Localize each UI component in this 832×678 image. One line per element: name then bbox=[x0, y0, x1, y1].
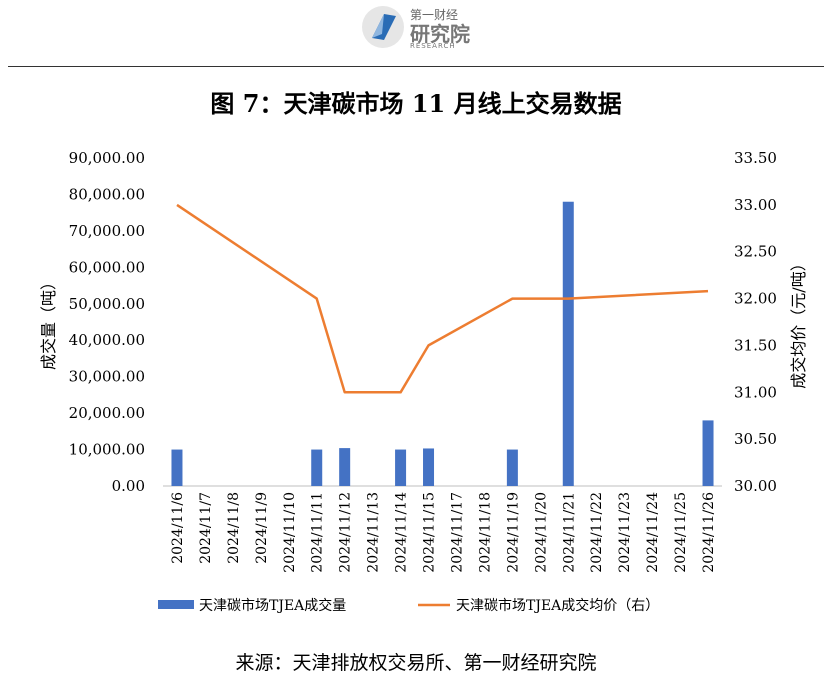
volume-bar bbox=[171, 449, 183, 486]
left-tick-label: 0.00 bbox=[112, 477, 145, 495]
legend-bar-swatch bbox=[158, 600, 194, 609]
right-tick-label: 33.00 bbox=[734, 196, 777, 214]
left-tick-label: 60,000.00 bbox=[69, 258, 145, 276]
x-tick-label: 2024/11/13 bbox=[366, 492, 382, 573]
left-axis-label: 成交量（吨） bbox=[39, 274, 58, 370]
left-tick-label: 40,000.00 bbox=[69, 331, 145, 349]
x-tick-label: 2024/11/8 bbox=[226, 492, 242, 564]
volume-bar bbox=[395, 449, 407, 486]
x-tick-label: 2024/11/22 bbox=[589, 492, 605, 573]
right-tick-label: 33.50 bbox=[734, 149, 777, 167]
x-tick-label: 2024/11/10 bbox=[282, 492, 298, 573]
x-tick-label: 2024/11/25 bbox=[673, 492, 689, 573]
left-tick-label: 80,000.00 bbox=[69, 185, 145, 203]
x-tick-label: 2024/11/7 bbox=[198, 492, 214, 564]
right-tick-label: 32.00 bbox=[734, 290, 777, 308]
volume-bar bbox=[702, 420, 714, 486]
x-tick-label: 2024/11/20 bbox=[533, 492, 549, 573]
volume-bar bbox=[506, 449, 518, 486]
x-tick-label: 2024/11/9 bbox=[254, 492, 270, 564]
left-tick-label: 70,000.00 bbox=[69, 222, 145, 240]
logo-top-text: 第一财经 bbox=[410, 8, 459, 22]
volume-bar bbox=[423, 448, 435, 486]
right-tick-label: 32.50 bbox=[734, 243, 777, 261]
x-tick-label: 2024/11/19 bbox=[505, 492, 521, 573]
volume-bar bbox=[311, 449, 323, 486]
logo: 第一财经 研究院 RESEARCH bbox=[360, 4, 480, 52]
x-tick-label: 2024/11/12 bbox=[338, 492, 354, 573]
x-tick-label: 2024/11/15 bbox=[422, 492, 438, 573]
x-tick-label: 2024/11/26 bbox=[701, 492, 717, 573]
left-tick-label: 20,000.00 bbox=[69, 404, 145, 422]
source-note: 来源：天津排放权交易所、第一财经研究院 bbox=[235, 652, 597, 674]
right-tick-label: 31.00 bbox=[734, 383, 777, 401]
right-tick-label: 31.50 bbox=[734, 336, 777, 354]
left-tick-label: 10,000.00 bbox=[69, 441, 145, 459]
right-tick-label: 30.00 bbox=[734, 477, 777, 495]
right-tick-label: 30.50 bbox=[734, 430, 777, 448]
legend-line-label: 天津碳市场TJEA成交均价（右） bbox=[456, 597, 659, 614]
volume-bar bbox=[562, 201, 574, 486]
volume-bar bbox=[339, 448, 351, 486]
legend-bar-label: 天津碳市场TJEA成交量 bbox=[199, 597, 346, 614]
x-tick-label: 2024/11/21 bbox=[561, 492, 577, 573]
x-tick-label: 2024/11/24 bbox=[645, 492, 661, 573]
x-tick-label: 2024/11/18 bbox=[477, 492, 493, 573]
left-tick-label: 90,000.00 bbox=[69, 149, 145, 167]
price-line bbox=[176, 203, 709, 394]
logo-emblem-icon bbox=[362, 6, 404, 48]
figure-title: 图 7：天津碳市场 11 月线上交易数据 bbox=[210, 89, 622, 118]
left-tick-label: 30,000.00 bbox=[69, 368, 145, 386]
header-divider bbox=[8, 66, 824, 67]
x-tick-label: 2024/11/14 bbox=[394, 492, 410, 573]
logo-sub-text: RESEARCH bbox=[410, 42, 456, 50]
left-tick-label: 50,000.00 bbox=[69, 295, 145, 313]
x-tick-label: 2024/11/6 bbox=[170, 492, 186, 564]
x-tick-label: 2024/11/17 bbox=[449, 492, 465, 573]
logo-main-text: 研究院 bbox=[410, 22, 470, 46]
right-axis-label: 成交均价（元/吨） bbox=[789, 255, 808, 388]
x-tick-label: 2024/11/11 bbox=[310, 492, 326, 573]
x-tick-label: 2024/11/23 bbox=[617, 492, 633, 573]
